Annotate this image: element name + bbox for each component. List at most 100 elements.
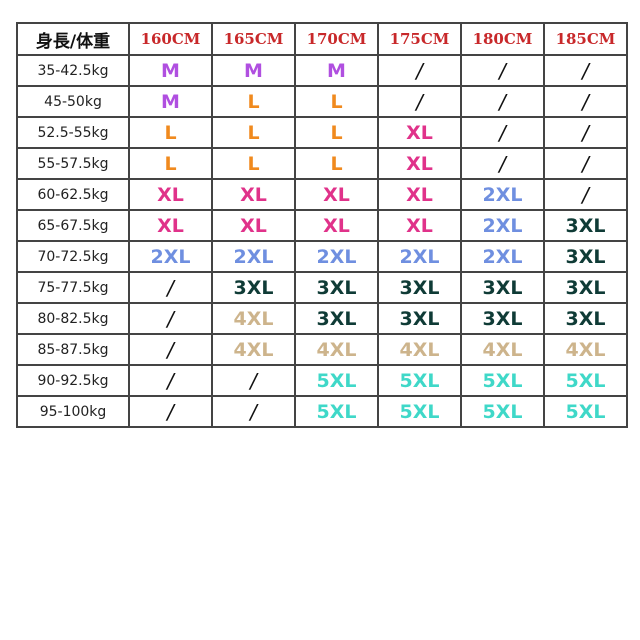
table-row: 90-92.5kg //5XL 5XL 5XL 5XL [16, 364, 628, 397]
weight-cell: 70-72.5kg [16, 240, 130, 273]
size-cell: 5XL [377, 395, 462, 428]
size-cell: 2XL [128, 240, 213, 273]
height-header: 185CM [543, 22, 628, 56]
not-available-cell: / [128, 271, 213, 304]
size-cell: 2XL [377, 240, 462, 273]
size-cell: XL [211, 178, 296, 211]
size-rows: 35-42.5kg M M M / //45-50kg M L L / //52.5-55kg L L L… [16, 54, 628, 428]
not-available-cell: / [460, 147, 545, 180]
size-cell: 5XL [460, 395, 545, 428]
weight-cell: 60-62.5kg [16, 178, 130, 211]
table-row: 65-67.5kg XL XL XL XL 2XL 3XL [16, 209, 628, 242]
size-cell: L [128, 147, 213, 180]
size-cell: 3XL [294, 271, 379, 304]
not-available-cell: / [128, 364, 213, 397]
size-cell: 5XL [543, 364, 628, 397]
header-row: 身長/体重 160CM 165CM 170CM 175CM 180CM 185CM [16, 22, 628, 56]
size-cell: 4XL [294, 333, 379, 366]
size-cell: XL [294, 178, 379, 211]
size-cell: XL [211, 209, 296, 242]
weight-cell: 35-42.5kg [16, 54, 130, 87]
table-row: 45-50kg M L L / / / [16, 85, 628, 118]
not-available-cell: / [211, 364, 296, 397]
size-cell: L [294, 85, 379, 118]
not-available-cell: / [128, 302, 213, 335]
not-available-cell: / [128, 395, 213, 428]
height-header: 170CM [294, 22, 379, 56]
size-chart-table: 身長/体重 160CM 165CM 170CM 175CM 180CM 185CM 35-… [16, 22, 628, 428]
not-available-cell: / [128, 333, 213, 366]
size-cell: 5XL [294, 364, 379, 397]
size-cell: 3XL [377, 271, 462, 304]
weight-cell: 95-100kg [16, 395, 130, 428]
weight-cell: 55-57.5kg [16, 147, 130, 180]
not-available-cell: / [543, 116, 628, 149]
weight-cell: 65-67.5kg [16, 209, 130, 242]
weight-cell: 75-77.5kg [16, 271, 130, 304]
size-cell: 3XL [543, 302, 628, 335]
size-cell: 3XL [377, 302, 462, 335]
table-row: 95-100kg //5XL 5XL 5XL 5XL [16, 395, 628, 428]
not-available-cell: / [543, 85, 628, 118]
size-cell: XL [128, 178, 213, 211]
corner-header: 身長/体重 [16, 22, 130, 56]
not-available-cell: / [460, 85, 545, 118]
size-cell: 4XL [211, 333, 296, 366]
size-cell: 4XL [543, 333, 628, 366]
size-cell: 3XL [211, 271, 296, 304]
size-cell: L [211, 147, 296, 180]
table-row: 70-72.5kg 2XL 2XL 2XL 2XL 2XL 3XL [16, 240, 628, 273]
size-cell: 5XL [377, 364, 462, 397]
weight-cell: 52.5-55kg [16, 116, 130, 149]
size-cell: XL [377, 116, 462, 149]
height-header: 165CM [211, 22, 296, 56]
not-available-cell: / [460, 54, 545, 87]
size-cell: 5XL [543, 395, 628, 428]
size-cell: 3XL [460, 271, 545, 304]
table-row: 85-87.5kg/4XL 4XL 4XL 4XL 4XL [16, 333, 628, 366]
size-cell: XL [377, 178, 462, 211]
size-cell: 5XL [460, 364, 545, 397]
size-cell: XL [294, 209, 379, 242]
size-cell: 3XL [294, 302, 379, 335]
size-cell: 3XL [543, 209, 628, 242]
size-cell: XL [128, 209, 213, 242]
height-header: 180CM [460, 22, 545, 56]
size-cell: M [128, 85, 213, 118]
not-available-cell: / [543, 54, 628, 87]
not-available-cell: / [211, 395, 296, 428]
table-row: 52.5-55kg L L L XL / / [16, 116, 628, 149]
size-cell: 2XL [460, 209, 545, 242]
size-cell: M [128, 54, 213, 87]
size-cell: M [211, 54, 296, 87]
table-row: 55-57.5kg L L L XL / / [16, 147, 628, 180]
size-cell: 2XL [211, 240, 296, 273]
table-row: 75-77.5kg/3XL 3XL 3XL 3XL 3XL [16, 271, 628, 304]
table-row: 60-62.5kg XL XL XL XL 2XL / [16, 178, 628, 211]
size-cell: 3XL [543, 240, 628, 273]
size-cell: 3XL [543, 271, 628, 304]
size-cell: XL [377, 209, 462, 242]
not-available-cell: / [460, 116, 545, 149]
size-cell: 4XL [211, 302, 296, 335]
size-cell: 2XL [294, 240, 379, 273]
weight-cell: 80-82.5kg [16, 302, 130, 335]
size-cell: L [294, 116, 379, 149]
size-cell: 5XL [294, 395, 379, 428]
table-row: 80-82.5kg/4XL 3XL 3XL 3XL 3XL [16, 302, 628, 335]
size-cell: L [294, 147, 379, 180]
table-row: 35-42.5kg M M M / / / [16, 54, 628, 87]
height-header: 175CM [377, 22, 462, 56]
weight-cell: 90-92.5kg [16, 364, 130, 397]
size-cell: L [128, 116, 213, 149]
size-cell: 4XL [377, 333, 462, 366]
weight-cell: 85-87.5kg [16, 333, 130, 366]
not-available-cell: / [543, 178, 628, 211]
height-header: 160CM [128, 22, 213, 56]
size-cell: 2XL [460, 178, 545, 211]
size-cell: M [294, 54, 379, 87]
size-cell: 4XL [460, 333, 545, 366]
size-cell: XL [377, 147, 462, 180]
size-cell: 2XL [460, 240, 545, 273]
not-available-cell: / [377, 54, 462, 87]
